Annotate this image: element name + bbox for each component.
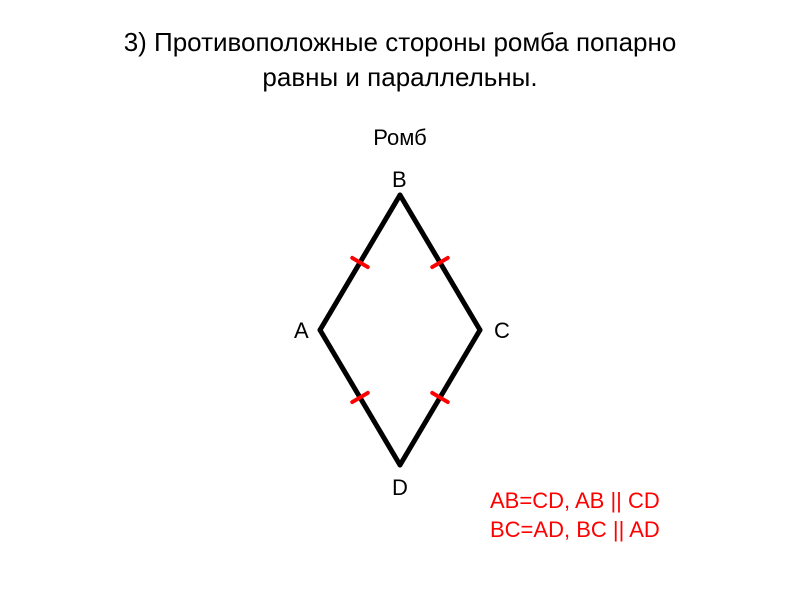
equation-line-1: AB=CD, AB || CD <box>490 487 660 516</box>
page-title: 3) Противоположные стороны ромба попарно… <box>0 0 800 95</box>
equation-line-2: BC=AD, BC || AD <box>490 516 660 545</box>
rhombus-svg <box>200 165 600 505</box>
equations-block: AB=CD, AB || CD BC=AD, BC || AD <box>490 487 660 544</box>
vertex-label-a: A <box>294 318 309 344</box>
figure-label: Ромб <box>0 125 800 151</box>
vertex-label-d: D <box>392 475 408 501</box>
rhombus-diagram: A B C D <box>200 165 600 505</box>
vertex-label-b: B <box>392 167 407 193</box>
vertex-label-c: C <box>494 318 510 344</box>
heading-line-2: равны и параллельны. <box>262 62 537 92</box>
heading-line-1: 3) Противоположные стороны ромба попарно <box>124 27 677 57</box>
